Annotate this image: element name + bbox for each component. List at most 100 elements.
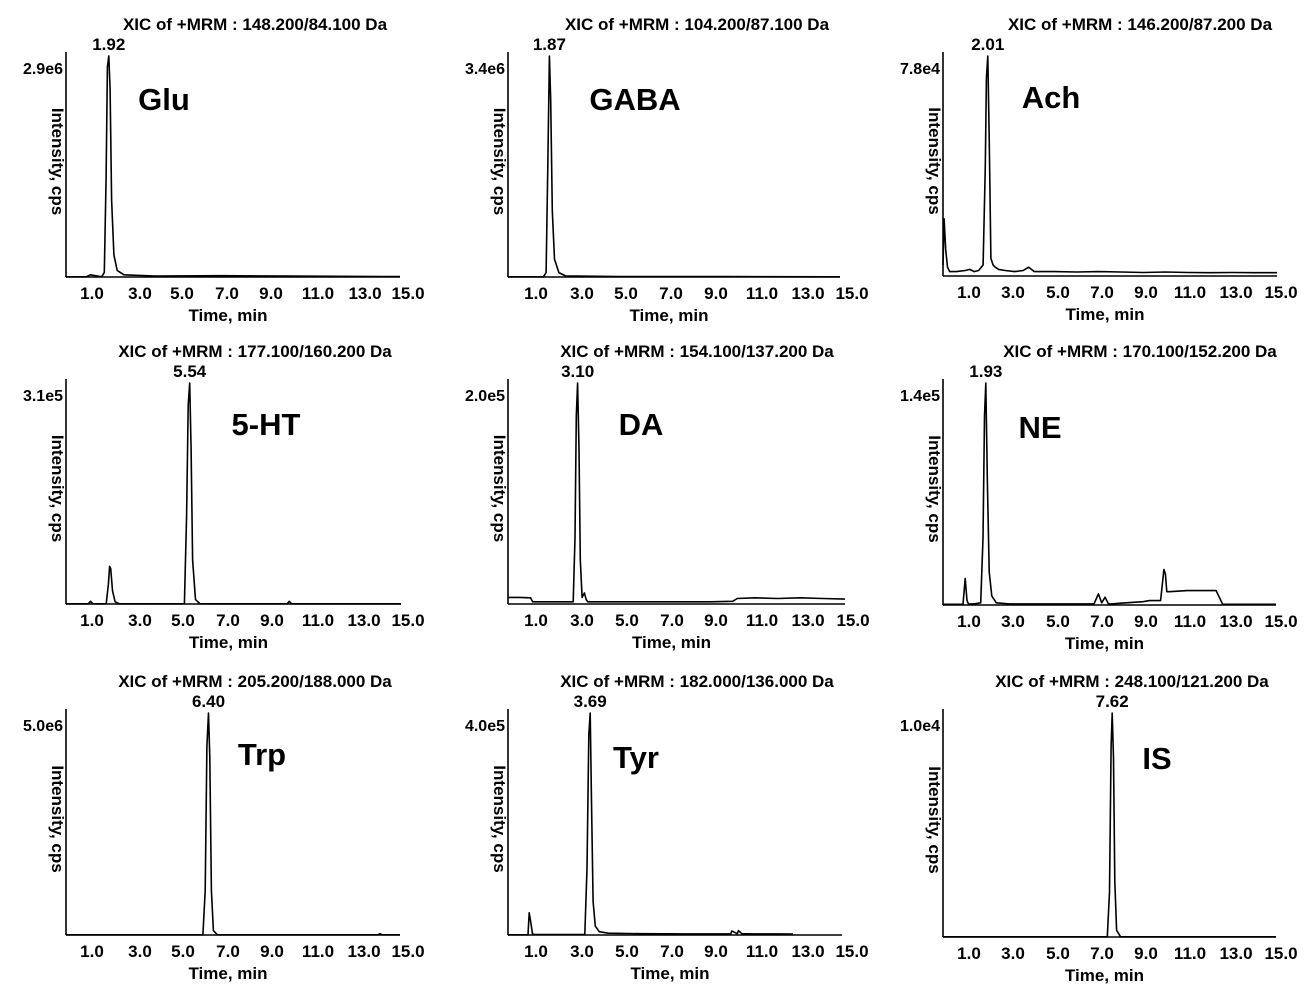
y-max-label: 3.1e5	[23, 388, 63, 405]
x-tick-label: 5.0	[1046, 283, 1070, 302]
x-tick-label: 9.0	[260, 942, 284, 961]
y-axis-label: Intensity, cps	[490, 435, 509, 542]
chart-title: XIC of +MRM : 146.200/87.200 Da	[1008, 15, 1273, 34]
x-tick-label: 13.0	[1219, 612, 1252, 631]
x-tick-label: 5.0	[1046, 944, 1070, 963]
x-tick-label: 9.0	[1134, 283, 1158, 302]
y-max-label: 7.8e4	[900, 61, 940, 78]
chart-title: XIC of +MRM : 170.100/152.200 Da	[1003, 342, 1277, 361]
x-tick-label: 5.0	[170, 284, 194, 303]
x-axis-label: Time, min	[1065, 634, 1144, 653]
peak-rt-label: 3.10	[561, 362, 594, 381]
x-tick-label: 13.0	[791, 284, 824, 303]
chromatogram-trace	[66, 55, 401, 278]
x-tick-label: 7.0	[1090, 944, 1114, 963]
chart-title: XIC of +MRM : 154.100/137.200 Da	[560, 342, 834, 361]
chromatogram-panel-5-ht: XIC of +MRM : 177.100/160.200 Da 3.1e5 Int…	[23, 342, 425, 652]
chart-title: XIC of +MRM : 148.200/84.100 Da	[123, 15, 388, 34]
x-tick-label: 3.0	[128, 284, 152, 303]
x-tick-label: 3.0	[128, 942, 152, 961]
x-tick-label: 7.0	[660, 942, 684, 961]
x-tick-label: 11.0	[1174, 612, 1206, 631]
compound-label: NE	[1018, 410, 1061, 445]
peak-rt-label: 1.92	[92, 35, 125, 54]
x-tick-label: 1.0	[957, 944, 981, 963]
y-max-label: 2.0e5	[465, 388, 505, 405]
x-axis-label: Time, min	[1065, 305, 1144, 324]
x-tick-label: 7.0	[659, 284, 683, 303]
x-tick-label: 5.0	[614, 284, 638, 303]
x-tick-label: 13.0	[791, 611, 824, 630]
y-max-label: 5.0e6	[23, 718, 63, 735]
chart-title: XIC of +MRM : 182.000/136.000 Da	[560, 672, 834, 691]
y-axis-label: Intensity, cps	[490, 108, 509, 215]
x-tick-label: 1.0	[524, 284, 548, 303]
peak-rt-label: 3.69	[574, 692, 607, 711]
chromatogram-trace	[943, 382, 1276, 606]
x-tick-label: 7.0	[216, 611, 240, 630]
chromatogram-panel-gaba: XIC of +MRM : 104.200/87.100 Da 3.4e6 Inte…	[465, 15, 869, 325]
chromatogram-panel-tyr: XIC of +MRM : 182.000/136.000 Da 4.0e5 Int…	[465, 672, 869, 983]
chart-title: XIC of +MRM : 177.100/160.200 Da	[118, 342, 392, 361]
peak-rt-label: 5.54	[173, 362, 207, 381]
x-tick-label: 3.0	[1001, 283, 1025, 302]
x-tick-label: 11.0	[746, 284, 778, 303]
x-tick-label: 15.0	[1264, 944, 1297, 963]
x-tick-label: 5.0	[1046, 612, 1070, 631]
x-tick-label: 3.0	[128, 611, 152, 630]
x-tick-label: 15.0	[836, 611, 869, 630]
y-axis-label: Intensity, cps	[925, 766, 944, 873]
x-tick-label: 13.0	[347, 611, 380, 630]
chart-title: XIC of +MRM : 205.200/188.000 Da	[118, 672, 392, 691]
x-tick-label: 11.0	[1174, 944, 1206, 963]
x-axis-label: Time, min	[629, 306, 708, 325]
x-tick-label: 15.0	[1264, 612, 1297, 631]
x-tick-label: 9.0	[260, 611, 284, 630]
y-max-label: 1.0e4	[900, 718, 940, 735]
x-tick-label: 11.0	[746, 611, 778, 630]
y-axis-label: Intensity, cps	[925, 435, 944, 542]
x-tick-label: 1.0	[80, 284, 104, 303]
x-tick-label: 7.0	[1090, 612, 1114, 631]
x-tick-label: 9.0	[704, 284, 728, 303]
x-tick-label: 9.0	[1134, 944, 1158, 963]
chromatogram-panel-da: XIC of +MRM : 154.100/137.200 Da 2.0e5 Int…	[465, 342, 870, 652]
x-tick-label: 3.0	[570, 284, 594, 303]
y-max-label: 4.0e5	[465, 718, 505, 735]
compound-label: DA	[619, 407, 664, 442]
x-tick-label: 7.0	[1090, 283, 1114, 302]
x-tick-label: 13.0	[791, 942, 824, 961]
y-axis-label: Intensity, cps	[48, 765, 67, 872]
chromatogram-panel-trp: XIC of +MRM : 205.200/188.000 Da 5.0e6 Int…	[23, 672, 425, 983]
x-tick-label: 9.0	[704, 611, 728, 630]
peak-rt-label: 7.62	[1096, 692, 1129, 711]
y-axis-label: Intensity, cps	[925, 107, 944, 214]
x-axis-label: Time, min	[1065, 966, 1144, 984]
x-tick-label: 7.0	[660, 611, 684, 630]
chart-title: XIC of +MRM : 248.100/121.200 Da	[995, 672, 1269, 691]
x-tick-label: 15.0	[391, 284, 424, 303]
y-max-label: 3.4e6	[465, 61, 505, 78]
x-tick-label: 7.0	[216, 942, 240, 961]
x-axis-label: Time, min	[630, 964, 709, 983]
chromatogram-trace	[508, 55, 841, 278]
x-tick-label: 3.0	[1001, 944, 1025, 963]
compound-label: GABA	[589, 82, 680, 117]
x-tick-label: 5.0	[171, 942, 195, 961]
x-tick-label: 9.0	[704, 942, 728, 961]
x-tick-label: 15.0	[835, 284, 868, 303]
x-tick-label: 11.0	[302, 284, 334, 303]
y-axis-label: Intensity, cps	[48, 435, 67, 542]
chromatogram-trace	[508, 712, 794, 936]
chromatogram-trace	[508, 382, 846, 603]
x-tick-label: 1.0	[524, 611, 548, 630]
x-tick-label: 13.0	[1219, 944, 1252, 963]
compound-label: 5-HT	[232, 407, 301, 442]
x-tick-label: 15.0	[1264, 283, 1297, 302]
compound-label: Trp	[238, 737, 286, 772]
x-tick-label: 11.0	[302, 942, 334, 961]
chromatogram-panel-ach: XIC of +MRM : 146.200/87.200 Da 7.8e4 Inte…	[900, 15, 1298, 324]
x-axis-label: Time, min	[189, 633, 268, 652]
peak-rt-label: 1.93	[969, 362, 1002, 381]
